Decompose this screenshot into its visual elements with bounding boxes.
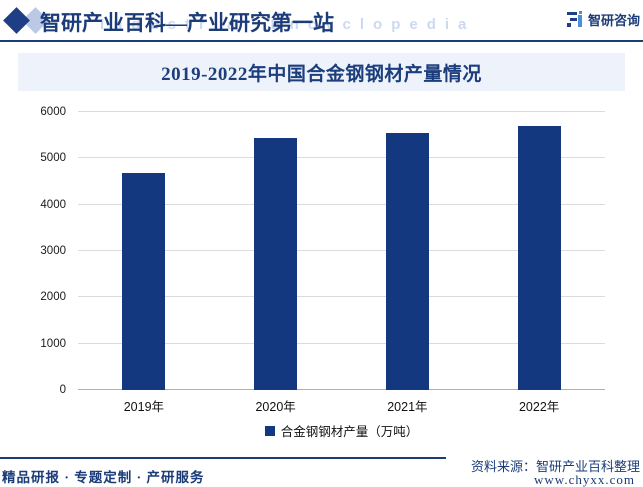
gridline — [78, 296, 605, 298]
chart-legend: 合金钢钢材产量（万吨） — [78, 421, 605, 440]
gridline — [78, 203, 605, 205]
x-tick-label: 2019年 — [123, 400, 165, 414]
site-header: Industrial Encyclopedia 智研产业百科—产业研究第一站 智… — [0, 0, 643, 40]
chart-title: 2019-2022年中国合金钢钢材产量情况 — [161, 63, 482, 85]
brand-watermark: Industrial Encyclopedia — [100, 16, 476, 33]
plot-area — [78, 111, 605, 390]
bar-2022年 — [517, 126, 561, 390]
header-divider — [0, 40, 643, 42]
legend-label: 合金钢钢材产量（万吨） — [280, 425, 419, 439]
gridline — [78, 111, 605, 112]
y-tick-label: 3000 — [40, 245, 66, 257]
bar-2021年 — [385, 133, 429, 390]
y-tick-label: 2000 — [40, 291, 66, 304]
zhiyan-logo-icon — [566, 11, 582, 27]
brand-title: 智研产业百科—产业研究第一站 — [40, 11, 334, 35]
website-link[interactable]: www.chyxx.com — [534, 472, 635, 487]
company-logo-label: 智研咨询 — [587, 13, 640, 28]
y-tick-label: 0 — [59, 384, 66, 396]
brand-diamond-icon — [3, 7, 30, 34]
x-tick-label: 2021年 — [387, 400, 428, 414]
bar-slot — [473, 112, 605, 390]
bar-slot — [210, 112, 342, 390]
bar-slot — [78, 112, 210, 390]
bar-series — [78, 112, 605, 390]
x-axis-line — [78, 389, 605, 390]
chart-title-band: 2019-2022年中国合金钢钢材产量情况 — [18, 53, 625, 91]
gridline — [78, 342, 605, 344]
bar-slot — [342, 112, 474, 390]
x-tick-label: 2020年 — [255, 400, 296, 414]
gridline — [78, 250, 605, 251]
y-tick-label: 5000 — [40, 152, 66, 165]
y-axis: 0 1000 2000 3000 4000 5000 6000 — [0, 106, 72, 396]
y-tick-label: 4000 — [40, 198, 66, 211]
data-source-label: 资料来源：智研产业百科整理 — [470, 459, 640, 474]
legend-swatch-icon — [264, 425, 275, 436]
bar-2019年 — [122, 172, 166, 390]
y-tick-label: 6000 — [40, 106, 66, 118]
x-axis-labels: 2019年 2020年 2021年 2022年 — [78, 396, 605, 415]
x-tick-label: 2022年 — [518, 400, 560, 414]
company-logo: 智研咨询 — [566, 10, 640, 29]
y-tick-label: 1000 — [40, 337, 66, 350]
bar-2020年 — [254, 138, 298, 390]
gridline — [78, 157, 605, 159]
footer-tagline: 精品研报 · 专题定制 · 产研服务 — [2, 470, 205, 485]
footer-divider — [0, 457, 446, 459]
